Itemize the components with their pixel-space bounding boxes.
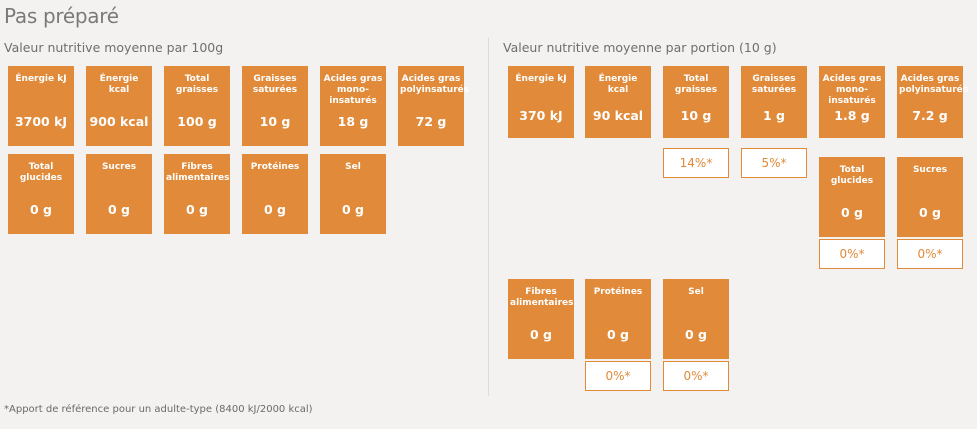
reference-footnote: *Apport de référence pour un adulte-type…: [4, 404, 313, 415]
tile-label: Sel: [345, 162, 361, 172]
per100-tile-energy-kcal: Énergie kcal 900 kcal: [86, 66, 152, 146]
tile-value: 72 g: [415, 114, 447, 129]
tile-label: Total graisses: [674, 74, 718, 95]
tile-label: Acides gras polyinsaturés: [899, 74, 969, 95]
tile-label: Graisses saturées: [751, 74, 797, 95]
portion-pct-carbs: 0%*: [819, 239, 885, 269]
tile-label: Acides gras polyinsaturés: [400, 74, 470, 95]
tile-label: Fibres alimentaires: [166, 162, 230, 183]
tile-value: 10 g: [680, 108, 712, 123]
portion-tile-energy-kcal: Énergie kcal 90 kcal: [585, 66, 651, 138]
per100-tile-mono-fat: Acides gras mono-insaturés 18 g: [320, 66, 386, 146]
portion-tile-carbs: Total glucides 0 g: [819, 157, 885, 237]
tile-label: Total glucides: [830, 165, 874, 186]
per100-tile-energy-kj: Énergie kJ 3700 kJ: [8, 66, 74, 146]
tile-value: 1 g: [763, 108, 785, 123]
tile-value: 900 kcal: [89, 114, 149, 129]
per100-tile-sugars: Sucres 0 g: [86, 154, 152, 234]
tile-label: Sucres: [101, 162, 137, 172]
portion-pct-salt: 0%*: [663, 361, 729, 391]
portion-tile-salt: Sel 0 g: [663, 279, 729, 359]
tile-label: Énergie kcal: [598, 74, 638, 95]
tile-value: 0 g: [841, 205, 863, 220]
portion-heading: Valeur nutritive moyenne par portion (10…: [503, 40, 777, 55]
portion-tile-sugars: Sucres 0 g: [897, 157, 963, 237]
per100-tile-salt: Sel 0 g: [320, 154, 386, 234]
portion-tile-fibre: Fibres alimentaires 0 g: [508, 279, 574, 359]
tile-value: 0 g: [685, 327, 707, 342]
portion-tile-mono-fat: Acides gras mono-insaturés 1.8 g: [819, 66, 885, 138]
tile-label: Protéines: [250, 162, 300, 172]
portion-pct-total-fat: 14%*: [663, 148, 729, 178]
tile-label: Graisses saturées: [252, 74, 298, 95]
per100-tile-poly-fat: Acides gras polyinsaturés 72 g: [398, 66, 470, 146]
page-title: Pas préparé: [4, 4, 119, 28]
tile-label: Énergie kcal: [99, 74, 139, 95]
tile-label: Énergie kJ: [15, 74, 67, 84]
tile-label: Énergie kJ: [515, 74, 567, 84]
section-divider: [488, 38, 489, 396]
tile-label: Acides gras mono-insaturés: [323, 74, 383, 106]
tile-label: Protéines: [593, 287, 643, 297]
tile-label: Total glucides: [19, 162, 63, 183]
per100-tile-saturated-fat: Graisses saturées 10 g: [242, 66, 308, 146]
tile-value: 18 g: [337, 114, 369, 129]
tile-value: 0 g: [607, 327, 629, 342]
tile-label: Sel: [688, 287, 704, 297]
portion-tile-saturated-fat: Graisses saturées 1 g: [741, 66, 807, 138]
tile-value: 0 g: [919, 205, 941, 220]
tile-label: Fibres alimentaires: [510, 287, 574, 308]
tile-value: 7.2 g: [912, 108, 948, 123]
tile-value: 0 g: [342, 202, 364, 217]
tile-value: 90 kcal: [592, 108, 644, 123]
tile-value: 0 g: [186, 202, 208, 217]
tile-value: 100 g: [177, 114, 217, 129]
tile-value: 370 kJ: [519, 108, 563, 123]
per100-tile-total-fat: Total graisses 100 g: [164, 66, 230, 146]
tile-value: 1.8 g: [834, 108, 870, 123]
portion-tile-poly-fat: Acides gras polyinsaturés 7.2 g: [897, 66, 969, 138]
per100-tile-carbs: Total glucides 0 g: [8, 154, 74, 234]
portion-pct-saturated-fat: 5%*: [741, 148, 807, 178]
tile-value: 3700 kJ: [14, 114, 68, 129]
per100-heading: Valeur nutritive moyenne par 100g: [4, 40, 224, 55]
tile-value: 0 g: [108, 202, 130, 217]
portion-tile-energy-kj: Énergie kJ 370 kJ: [508, 66, 574, 138]
tile-value: 0 g: [30, 202, 52, 217]
per100-tile-fibre: Fibres alimentaires 0 g: [164, 154, 230, 234]
portion-tile-protein: Protéines 0 g: [585, 279, 651, 359]
portion-tile-total-fat: Total graisses 10 g: [663, 66, 729, 138]
portion-pct-sugars: 0%*: [897, 239, 963, 269]
tile-value: 0 g: [530, 327, 552, 342]
tile-label: Total graisses: [175, 74, 219, 95]
tile-label: Acides gras mono-insaturés: [822, 74, 882, 106]
portion-pct-protein: 0%*: [585, 361, 651, 391]
tile-value: 0 g: [264, 202, 286, 217]
per100-tile-protein: Protéines 0 g: [242, 154, 308, 234]
tile-value: 10 g: [259, 114, 291, 129]
tile-label: Sucres: [912, 165, 948, 175]
